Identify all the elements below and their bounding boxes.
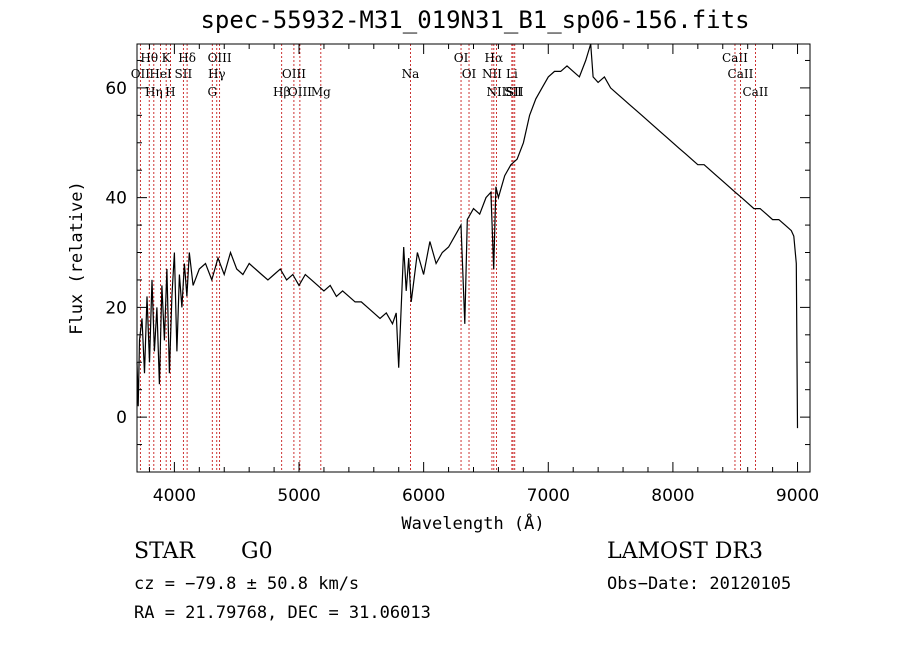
line-marker-label: SII (175, 67, 193, 81)
line-marker-label: SII (506, 85, 524, 99)
x-tick-label: 4000 (153, 486, 196, 506)
line-marker-label: HeI (149, 67, 172, 81)
line-marker-label: Na (402, 67, 420, 81)
line-marker-label: OI (454, 51, 469, 65)
y-tick-label: 60 (105, 79, 127, 99)
star-subclass: G0 (241, 539, 273, 564)
y-tick-label: 0 (116, 408, 127, 428)
line-marker-label: H (165, 85, 175, 99)
line-marker-label: CaII (742, 85, 768, 99)
line-marker-label: Mg (311, 85, 331, 99)
line-marker-label: SII (504, 85, 522, 99)
line-marker-label: CaII (722, 51, 748, 65)
line-marker-label: G (207, 85, 217, 99)
x-tick-label: 8000 (651, 486, 694, 506)
spectrum-series-line (136, 43, 799, 429)
line-marker-label: OIII (288, 85, 312, 99)
line-marker-label: OIII (208, 51, 232, 65)
plot-frame (136, 43, 811, 473)
line-marker-label: Hη (145, 85, 163, 99)
x-axis-label: Wavelength (Å) (401, 512, 544, 534)
x-axis: 4000 5000 6000 7000 8000 9000 (148, 44, 819, 506)
y-tick-label: 40 (105, 189, 127, 209)
line-marker-label: OII (131, 67, 151, 81)
line-marker-label: Hα (485, 51, 504, 65)
line-marker-label: Hβ (273, 85, 290, 99)
coordinates: RA = 21.79768, DEC = 31.06013 (134, 603, 431, 623)
line-marker-label: Hθ (140, 51, 158, 65)
x-tick-label: 7000 (527, 486, 570, 506)
line-marker-label: OI (462, 67, 477, 81)
line-marker-label: Hδ (178, 51, 196, 65)
y-axis: 0 20 40 60 (105, 59, 810, 473)
x-tick-label: 9000 (776, 486, 819, 506)
chart-title: spec-55932-M31_019N31_B1_sp06-156.fits (200, 6, 750, 34)
line-marker-label: CaII (728, 67, 754, 81)
line-marker-label: Hγ (208, 67, 226, 81)
x-tick-label: 5000 (277, 486, 320, 506)
star-class: STAR (134, 539, 195, 564)
y-tick-label: 20 (105, 298, 127, 318)
survey-label: LAMOST DR3 (607, 539, 763, 564)
obs-date: Obs−Date: 20120105 (607, 574, 792, 594)
redshift-text: cz = −79.8 ± 50.8 km/s (134, 574, 360, 594)
line-marker-label: NII (486, 85, 506, 99)
y-axis-label: Flux (relative) (67, 181, 87, 335)
line-marker-label: NII (482, 67, 502, 81)
x-tick-label: 6000 (402, 486, 445, 506)
line-marker-label: Li (506, 67, 518, 81)
line-marker-label: OIII (282, 67, 306, 81)
line-marker-label: K (162, 51, 172, 65)
